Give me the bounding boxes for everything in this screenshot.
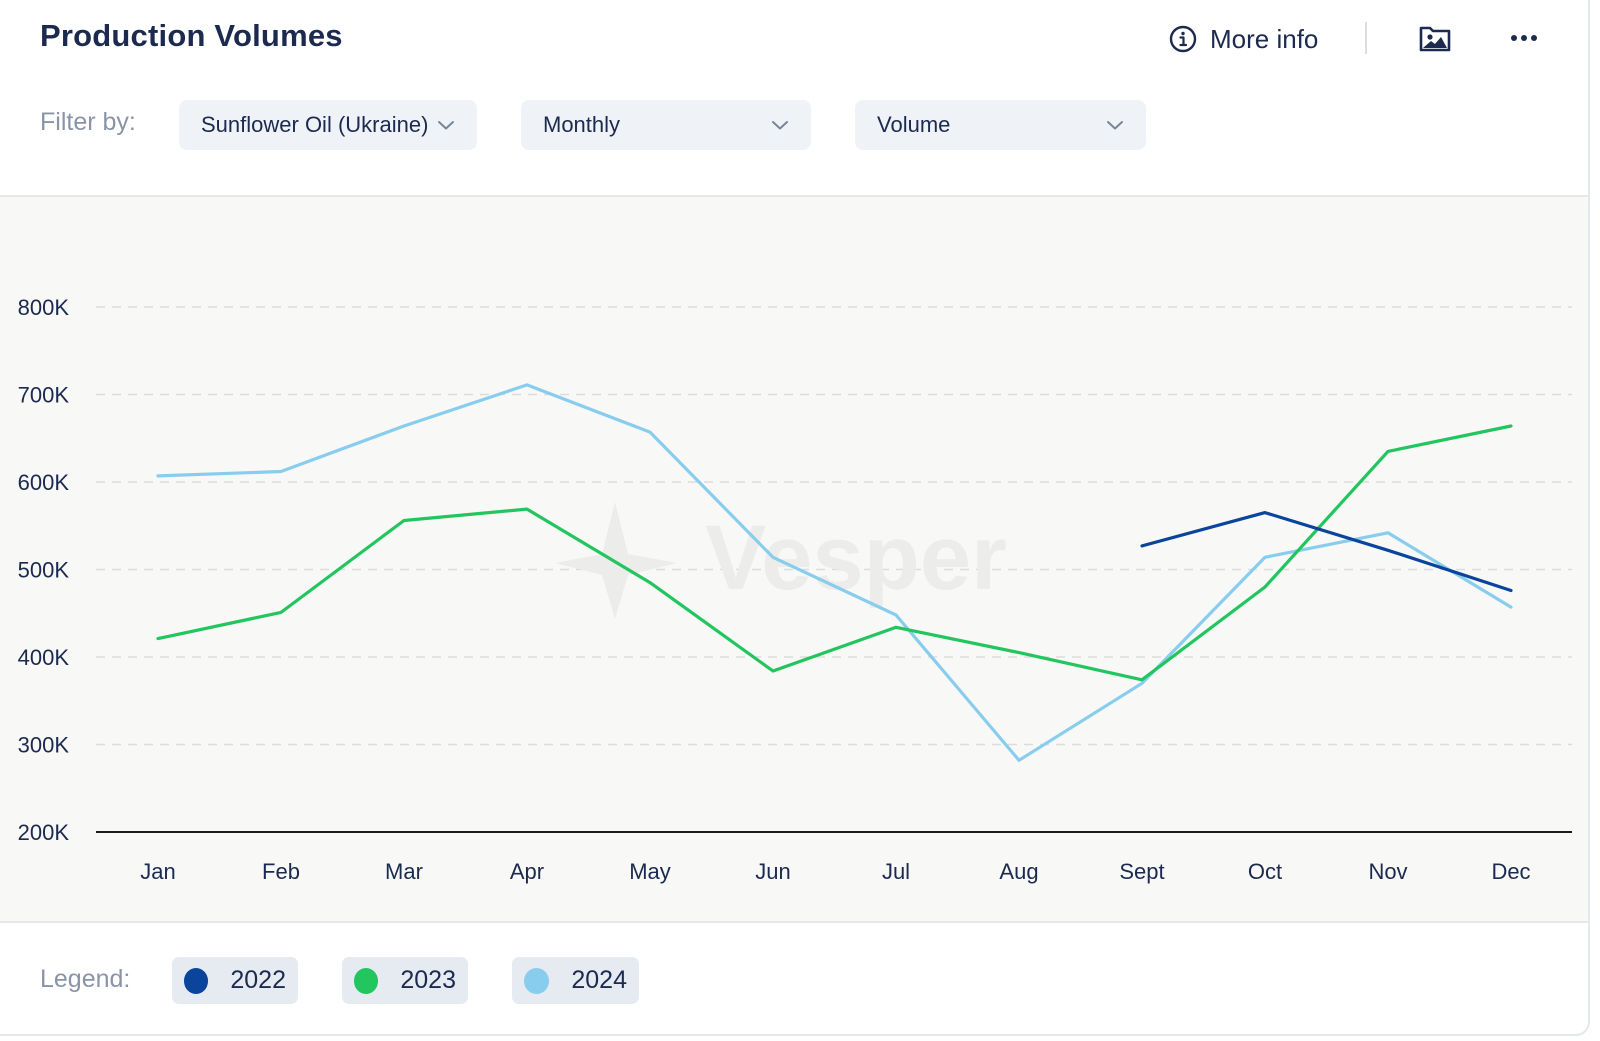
x-tick-label: Jul xyxy=(882,859,910,884)
x-tick-label: Oct xyxy=(1248,859,1282,884)
legend-item-label: 2022 xyxy=(230,966,286,994)
product-dropdown[interactable]: Sunflower Oil (Ukraine) xyxy=(179,100,477,150)
watermark-text: Vesper xyxy=(705,507,1007,609)
chart-area: Vesper 200K 300K 400K 500K 600K 700K 800K Jan Fe… xyxy=(0,195,1588,923)
x-tick-label: Feb xyxy=(262,859,300,884)
x-tick-label: Jun xyxy=(755,859,790,884)
metric-dropdown[interactable]: Volume xyxy=(855,100,1146,150)
metric-dropdown-value: Volume xyxy=(877,112,951,137)
x-tick-label: Sept xyxy=(1119,859,1164,884)
image-folder-icon[interactable] xyxy=(1418,22,1452,54)
x-tick-label: May xyxy=(629,859,671,884)
legend-item-2022[interactable]: 2022 xyxy=(172,957,298,1004)
more-dots-icon[interactable] xyxy=(1507,24,1541,52)
period-dropdown[interactable]: Monthly xyxy=(521,100,811,150)
legend-item-label: 2024 xyxy=(571,966,627,994)
more-info-label: More info xyxy=(1210,23,1319,54)
series-line-2022[interactable] xyxy=(1140,511,1513,593)
x-tick-label: Jan xyxy=(140,859,175,884)
series-line-2024[interactable] xyxy=(156,383,1513,762)
legend-item-label: 2023 xyxy=(400,966,456,994)
legend-item-2024[interactable]: 2024 xyxy=(512,957,639,1004)
x-tick-label: Apr xyxy=(510,859,544,884)
y-tick-label: 200K xyxy=(18,820,70,845)
x-tick-label: Mar xyxy=(385,859,423,884)
filter-label: Filter by: xyxy=(40,108,136,136)
page-title: Production Volumes xyxy=(40,18,343,53)
legend-swatch xyxy=(184,967,209,994)
x-tick-label: Aug xyxy=(999,859,1038,884)
y-tick-label: 700K xyxy=(18,383,70,408)
y-tick-label: 400K xyxy=(18,645,70,670)
line-chart: Vesper 200K 300K 400K 500K 600K 700K 800K Jan Fe… xyxy=(18,295,1572,884)
period-dropdown-value: Monthly xyxy=(543,112,621,137)
y-tick-label: 800K xyxy=(18,295,70,320)
chevron-down-icon xyxy=(772,121,788,130)
x-tick-label: Nov xyxy=(1368,859,1407,884)
chevron-down-icon xyxy=(438,121,454,130)
info-circle-icon xyxy=(1169,25,1197,53)
x-tick-label: Dec xyxy=(1491,859,1530,884)
legend-swatch xyxy=(354,967,379,994)
header-divider xyxy=(1365,22,1367,54)
chevron-down-icon xyxy=(1107,121,1123,130)
y-tick-label: 500K xyxy=(18,558,70,583)
legend-label: Legend: xyxy=(40,965,131,993)
legend-item-2023[interactable]: 2023 xyxy=(342,957,468,1004)
product-dropdown-value: Sunflower Oil (Ukraine) xyxy=(201,112,429,137)
legend-swatch xyxy=(524,967,550,994)
series-line-2023[interactable] xyxy=(156,424,1513,682)
more-info-button[interactable]: More info xyxy=(1168,20,1318,58)
y-tick-label: 600K xyxy=(18,470,70,495)
y-tick-label: 300K xyxy=(18,733,70,758)
